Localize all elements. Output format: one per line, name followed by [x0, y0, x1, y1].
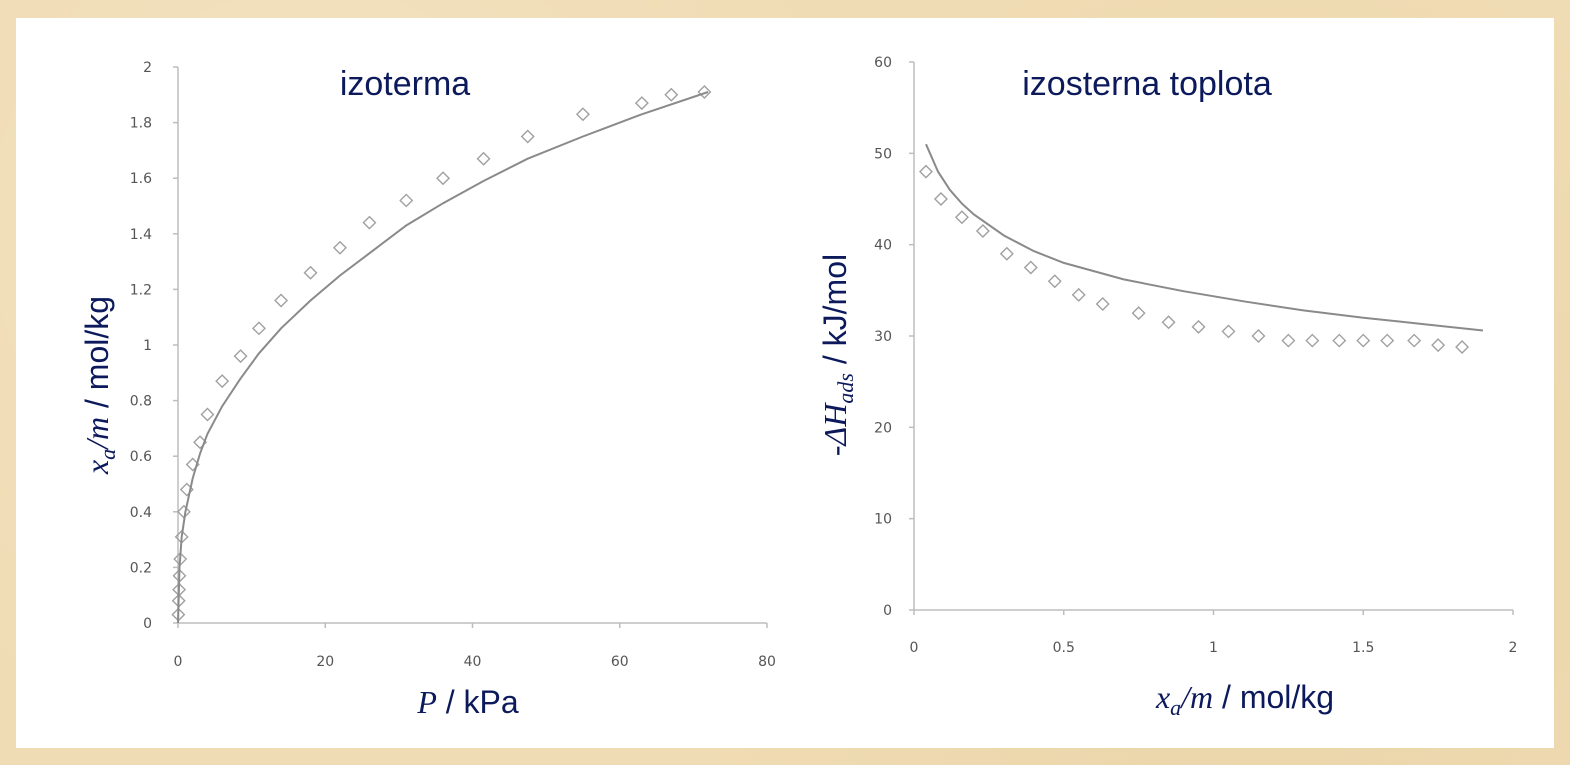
chart2-data-point [975, 223, 990, 238]
chart1-y-tick-label: 0.2 [130, 560, 152, 576]
chart1-y-tick-label: 0 [143, 616, 152, 632]
chart1-y-tick-label: 1.8 [130, 116, 152, 132]
chart1-data-point [362, 215, 377, 230]
chart1-data-point [476, 151, 491, 166]
chart1-data-point [332, 240, 347, 255]
chart2-y-tick-label: 30 [874, 329, 892, 345]
chart1-y-tick-label: 2 [143, 60, 152, 76]
chart2-y-tick-label: 40 [874, 238, 892, 254]
chart2-y-tick-label: 50 [874, 146, 892, 162]
chart2-y-tick-label: 20 [874, 420, 892, 436]
chart1-plot: 00.20.40.60.811.21.41.61.820 20 40 60 80 [130, 60, 776, 670]
chart1-title: izoterma [340, 65, 470, 103]
chart2-data-point [1191, 319, 1206, 334]
chart2-fit-line [925, 143, 1484, 332]
chart2-y-tick-label: 60 [874, 55, 892, 71]
chart2-data-point [933, 192, 948, 206]
chart2-title: izosterna toplota [1022, 65, 1272, 103]
chart2-data-point [1251, 329, 1266, 343]
chart1-data-point [520, 129, 535, 144]
chart1-data-point [274, 293, 289, 308]
chart2-data-point [1131, 306, 1146, 321]
chart2-ylabel: -ΔHads / kJ/mol [817, 254, 858, 456]
chart1-y-tick-label: 1 [143, 338, 152, 354]
chart1-data-point [233, 349, 248, 364]
chart2-data-point [918, 164, 933, 179]
chart2-data-point [1455, 339, 1470, 354]
chart1-x-tick-label: 40 [464, 654, 482, 670]
chart1-data-point [399, 193, 414, 208]
chart1-xlabel: P / kPa [416, 684, 519, 720]
chart1-y-tick-label: 0.8 [130, 394, 152, 410]
chart1-y-tick-label: 1.6 [130, 171, 152, 187]
chart2-x-tick-label: 0.5 [1053, 640, 1075, 656]
chart1-data-point [251, 321, 266, 336]
chart1-data-point [575, 107, 590, 122]
chart2-data-point [1431, 338, 1446, 353]
chart2-data-point [1023, 260, 1038, 275]
chart1-data-point [303, 265, 318, 280]
chart1-data-point [697, 85, 712, 100]
chart1-data-point [436, 171, 451, 186]
chart1-data-point [634, 96, 649, 111]
chart2-data-point [1221, 324, 1236, 339]
chart2-xlabel: xa/m / mol/kg [1155, 679, 1334, 720]
chart2-data-point [1047, 274, 1062, 289]
chart1-data-point [200, 407, 215, 422]
chart1-y-tick-label: 1.4 [130, 227, 152, 243]
chart2-y-tick-label: 0 [883, 603, 892, 619]
chart2-y-tick-label: 10 [874, 512, 892, 528]
chart2-x-tick-label: 1.5 [1352, 640, 1374, 656]
chart2-data-point [1281, 333, 1296, 348]
chart2-data-point [1161, 315, 1176, 330]
chart2-data-point [1305, 333, 1320, 348]
chart1-y-tick-label: 1.2 [130, 282, 152, 298]
chart2-plot: 0 10 20 30 40 50 60 0 0.5 1 1.5 2 [874, 55, 1517, 656]
chart2-data-point [1071, 287, 1086, 302]
chart2-x-tick-label: 2 [1509, 640, 1518, 656]
chart1-x-tick-label: 20 [316, 654, 334, 670]
chart2-data-point [999, 246, 1014, 261]
chart2-x-tick-label: 1 [1209, 640, 1218, 656]
chart2-data-point [1407, 333, 1422, 348]
chart2-data-point [1332, 333, 1347, 348]
chart1-data-point [215, 374, 230, 389]
chart1-y-tick-label: 0.4 [130, 505, 152, 521]
chart2-x-tick-label: 0 [910, 640, 919, 656]
chart2-data-point [1380, 333, 1395, 348]
chart1-y-tick-label: 0.6 [130, 449, 152, 465]
chart1-x-tick-label: 60 [611, 654, 629, 670]
chart1-data-point [664, 87, 679, 102]
chart-panel [16, 18, 1554, 748]
chart1-x-tick-label: 0 [174, 654, 183, 670]
chart1-fit-line [177, 91, 709, 624]
chart2-data-point [1356, 333, 1371, 348]
chart2-data-point [1095, 297, 1110, 312]
chart2-data-point [954, 210, 969, 225]
chart1-x-tick-label: 80 [758, 654, 776, 670]
chart1-ylabel: xa/m / mol/kg [79, 296, 120, 475]
